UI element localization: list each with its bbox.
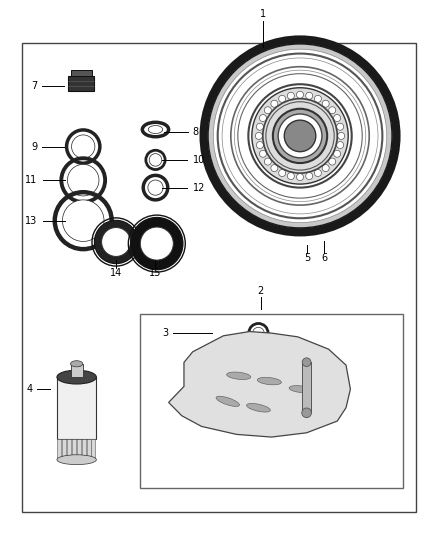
Ellipse shape xyxy=(63,200,104,241)
Ellipse shape xyxy=(284,120,316,152)
Ellipse shape xyxy=(148,126,162,133)
Ellipse shape xyxy=(271,100,278,107)
Ellipse shape xyxy=(252,88,348,184)
Text: 3: 3 xyxy=(162,328,169,337)
Ellipse shape xyxy=(287,92,294,99)
Ellipse shape xyxy=(338,132,345,140)
Bar xyxy=(92,439,95,459)
Bar xyxy=(72,439,76,459)
Ellipse shape xyxy=(279,169,286,176)
Text: 8: 8 xyxy=(193,127,199,137)
Ellipse shape xyxy=(149,154,162,166)
Ellipse shape xyxy=(258,377,281,385)
Bar xyxy=(87,439,91,459)
Text: 15: 15 xyxy=(149,268,162,278)
Ellipse shape xyxy=(273,109,327,163)
Ellipse shape xyxy=(140,227,173,260)
Ellipse shape xyxy=(302,408,311,418)
Bar xyxy=(22,43,416,512)
Ellipse shape xyxy=(71,361,83,367)
Text: 4: 4 xyxy=(27,384,33,394)
Text: 6: 6 xyxy=(321,253,327,263)
Bar xyxy=(67,439,71,459)
Ellipse shape xyxy=(279,95,286,102)
Ellipse shape xyxy=(306,173,313,180)
Ellipse shape xyxy=(57,455,96,465)
Ellipse shape xyxy=(213,49,387,223)
Ellipse shape xyxy=(337,123,344,130)
Ellipse shape xyxy=(287,173,294,180)
Ellipse shape xyxy=(328,158,336,165)
Text: 12: 12 xyxy=(193,183,205,192)
Bar xyxy=(71,364,83,377)
Text: 7: 7 xyxy=(31,82,37,91)
Ellipse shape xyxy=(297,174,304,181)
Ellipse shape xyxy=(71,135,95,158)
Bar xyxy=(62,439,66,459)
Ellipse shape xyxy=(67,164,99,196)
Ellipse shape xyxy=(148,180,163,195)
Text: 1: 1 xyxy=(260,9,266,19)
Text: 5: 5 xyxy=(304,253,311,263)
Ellipse shape xyxy=(256,123,263,130)
Text: 11: 11 xyxy=(25,175,37,185)
Ellipse shape xyxy=(271,165,278,172)
Text: 13: 13 xyxy=(25,216,37,225)
Ellipse shape xyxy=(334,115,341,122)
Ellipse shape xyxy=(57,370,96,384)
Text: 10: 10 xyxy=(193,155,205,165)
Bar xyxy=(81,439,86,459)
Ellipse shape xyxy=(259,115,266,122)
Ellipse shape xyxy=(247,403,270,412)
Ellipse shape xyxy=(255,132,262,140)
Bar xyxy=(57,377,96,439)
Text: 9: 9 xyxy=(31,142,37,151)
Ellipse shape xyxy=(259,150,266,157)
PathPatch shape xyxy=(169,332,350,437)
Ellipse shape xyxy=(322,100,329,107)
Ellipse shape xyxy=(328,107,336,114)
Bar xyxy=(71,70,92,76)
Ellipse shape xyxy=(322,165,329,172)
Ellipse shape xyxy=(265,158,272,165)
Bar xyxy=(57,439,61,459)
Ellipse shape xyxy=(334,150,341,157)
Ellipse shape xyxy=(289,385,311,393)
Ellipse shape xyxy=(306,92,313,99)
Ellipse shape xyxy=(314,95,321,102)
Ellipse shape xyxy=(337,142,344,149)
Text: 2: 2 xyxy=(258,286,264,296)
Ellipse shape xyxy=(297,91,304,98)
Ellipse shape xyxy=(256,142,263,149)
Ellipse shape xyxy=(131,217,183,270)
Bar xyxy=(68,76,94,91)
Ellipse shape xyxy=(102,228,131,256)
Ellipse shape xyxy=(278,114,322,158)
Text: 14: 14 xyxy=(110,268,122,278)
Ellipse shape xyxy=(95,220,138,264)
Bar xyxy=(140,314,403,488)
Ellipse shape xyxy=(216,396,240,407)
Bar xyxy=(302,362,311,413)
Ellipse shape xyxy=(314,169,321,176)
Ellipse shape xyxy=(265,107,272,114)
Ellipse shape xyxy=(253,327,264,339)
Ellipse shape xyxy=(227,372,251,379)
Ellipse shape xyxy=(302,358,311,367)
Ellipse shape xyxy=(208,44,392,228)
Bar xyxy=(77,439,81,459)
